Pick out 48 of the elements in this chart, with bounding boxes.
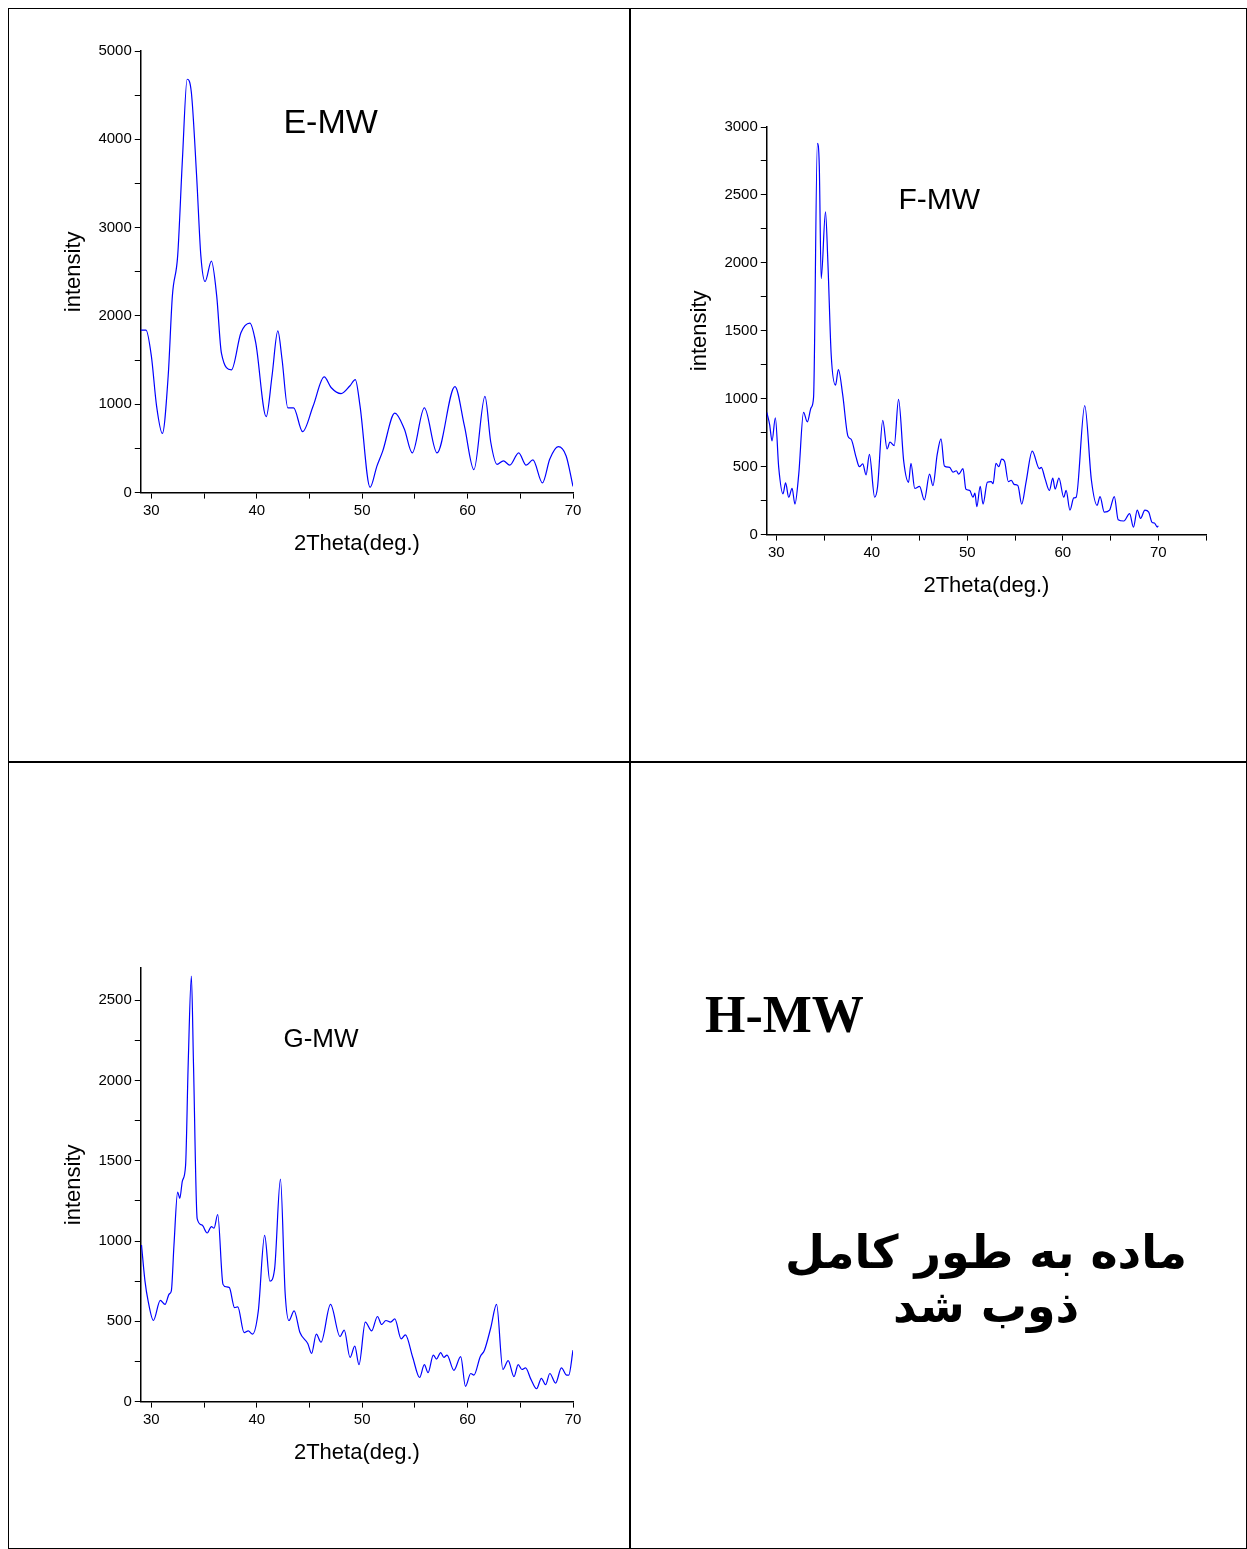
text: ماده به طور کامل ذوب شد bbox=[784, 1225, 1188, 1333]
y-axis-title: intensity bbox=[60, 231, 86, 313]
y-tick-label: 3000 bbox=[724, 117, 758, 135]
x-tick-label: 30 bbox=[767, 542, 785, 560]
line-series bbox=[766, 142, 1159, 528]
y-tick-label: 2500 bbox=[98, 990, 132, 1008]
y-tick-label: 4000 bbox=[98, 129, 132, 147]
x-tick-label: 40 bbox=[863, 542, 881, 560]
y-tick-label: 0 bbox=[749, 524, 758, 542]
y-tick-label: 0 bbox=[123, 482, 132, 500]
y-tick-label: 1500 bbox=[98, 1150, 132, 1168]
text: F-MW bbox=[898, 181, 981, 215]
x-tick-label: 30 bbox=[142, 500, 160, 518]
x-tick-label: 50 bbox=[958, 542, 976, 560]
y-tick-label: 2000 bbox=[98, 306, 132, 324]
x-tick-label: 40 bbox=[248, 1409, 266, 1427]
y-axis-title: intensity bbox=[60, 1144, 86, 1226]
text: E-MW bbox=[283, 102, 378, 141]
y-tick-label: 1000 bbox=[724, 388, 758, 406]
y-tick-label: 1000 bbox=[98, 1231, 132, 1249]
x-axis-title: 2Theta(deg.) bbox=[293, 1438, 420, 1464]
x-tick-label: 70 bbox=[564, 500, 582, 518]
y-tick-label: 1500 bbox=[724, 320, 758, 338]
y-tick-label: 1000 bbox=[98, 394, 132, 412]
line-series bbox=[140, 975, 573, 1390]
text: H-MW bbox=[705, 985, 864, 1044]
x-tick-label: 60 bbox=[1054, 542, 1072, 560]
x-tick-label: 60 bbox=[459, 1409, 476, 1427]
x-tick-label: 30 bbox=[142, 1409, 160, 1427]
x-axis-title: 2Theta(deg.) bbox=[293, 529, 420, 555]
x-tick-label: 40 bbox=[248, 500, 266, 518]
x-tick-label: 50 bbox=[353, 1409, 371, 1427]
y-tick-label: 500 bbox=[732, 456, 758, 474]
x-tick-label: 60 bbox=[459, 500, 476, 518]
x-tick-label: 50 bbox=[353, 500, 371, 518]
line-series bbox=[140, 78, 573, 488]
y-tick-label: 2000 bbox=[98, 1070, 132, 1088]
x-tick-label: 70 bbox=[564, 1409, 582, 1427]
y-axis-title: intensity bbox=[686, 290, 712, 372]
y-tick-label: 0 bbox=[123, 1391, 132, 1409]
y-tick-label: 3000 bbox=[98, 217, 132, 235]
text: G-MW bbox=[283, 1022, 359, 1053]
x-tick-label: 70 bbox=[1149, 542, 1167, 560]
y-tick-label: 2500 bbox=[724, 185, 758, 203]
y-tick-label: 5000 bbox=[98, 41, 132, 59]
y-tick-label: 2000 bbox=[724, 253, 758, 271]
y-tick-label: 500 bbox=[106, 1311, 132, 1329]
x-axis-title: 2Theta(deg.) bbox=[923, 571, 1050, 597]
